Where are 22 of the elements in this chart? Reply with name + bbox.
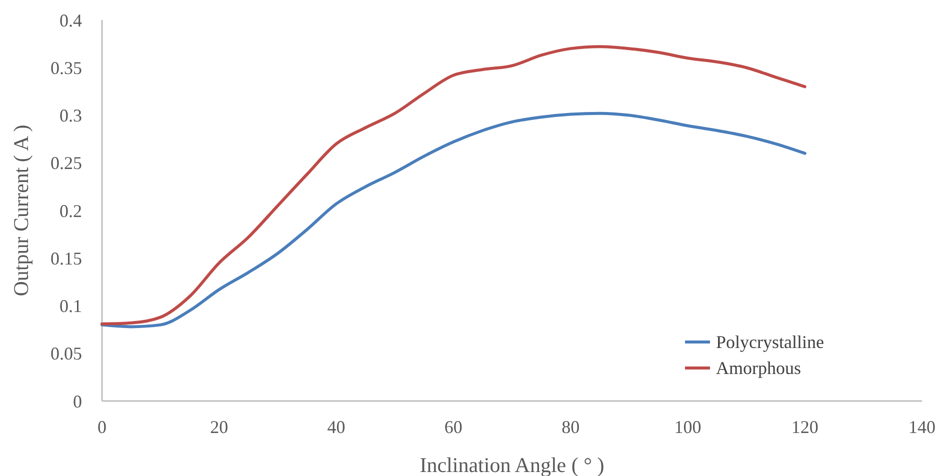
x-tick-label: 40 <box>327 417 346 437</box>
y-tick-label: 0.3 <box>60 106 82 126</box>
legend-label: Amorphous <box>716 358 801 378</box>
y-tick-label: 0.05 <box>50 344 82 364</box>
y-tick-label: 0.25 <box>50 153 82 174</box>
x-tick-label: 100 <box>674 417 702 437</box>
y-tick-label: 0.2 <box>60 200 82 221</box>
line-series <box>100 112 806 328</box>
y-tick-label: 0.1 <box>60 296 82 316</box>
y-tick-label: 0.4 <box>60 10 82 30</box>
x-tick-label: 80 <box>562 417 580 437</box>
y-axis-title: Outpur Current ( A ) <box>9 124 33 296</box>
x-tick-label: 140 <box>908 417 936 437</box>
y-tick-label: 0 <box>73 391 82 412</box>
x-tick-label: 0 <box>98 417 106 437</box>
x-tick-label: 20 <box>210 417 228 437</box>
legend-label: Polycrystalline <box>716 332 824 352</box>
y-tick-label: 0.35 <box>50 58 82 78</box>
y-tick-label: 0.15 <box>50 248 82 268</box>
line-series <box>100 45 806 326</box>
x-tick-label: 120 <box>791 417 818 437</box>
x-tick-label: 60 <box>444 417 462 437</box>
